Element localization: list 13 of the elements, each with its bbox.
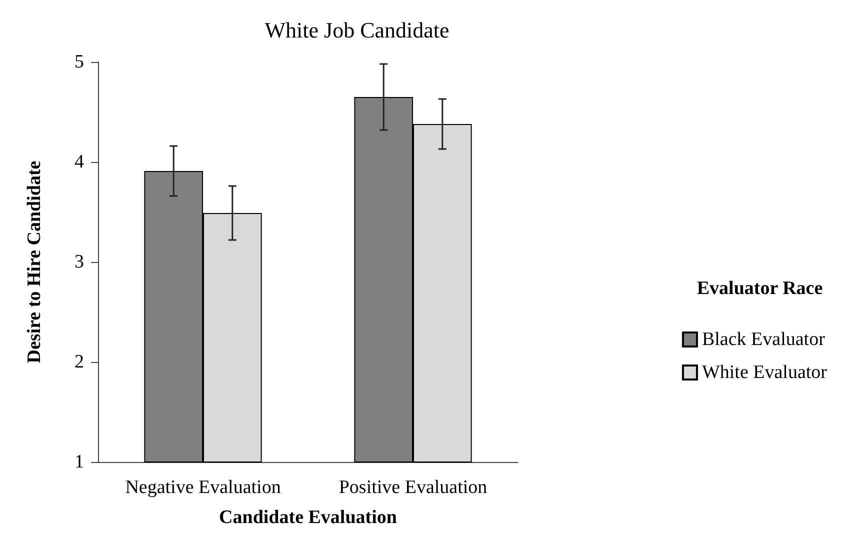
y-tick-label: 1 <box>74 452 84 472</box>
x-tick-label: Negative Evaluation <box>125 477 282 498</box>
y-axis-title: Desire to Hire Candidate <box>24 160 45 364</box>
y-tick-label: 3 <box>74 252 84 272</box>
x-tick-label: Positive Evaluation <box>338 477 488 498</box>
y-tick-label: 4 <box>74 152 84 172</box>
legend-label: White Evaluator <box>702 362 828 383</box>
chart-title: White Job Candidate <box>264 18 450 42</box>
legend-title: Evaluator Race <box>696 278 823 299</box>
y-tick-label: 5 <box>74 52 84 72</box>
y-tick-label: 2 <box>74 352 84 372</box>
x-axis-title: Candidate Evaluation <box>219 507 398 528</box>
legend-label: Black Evaluator <box>702 329 826 350</box>
